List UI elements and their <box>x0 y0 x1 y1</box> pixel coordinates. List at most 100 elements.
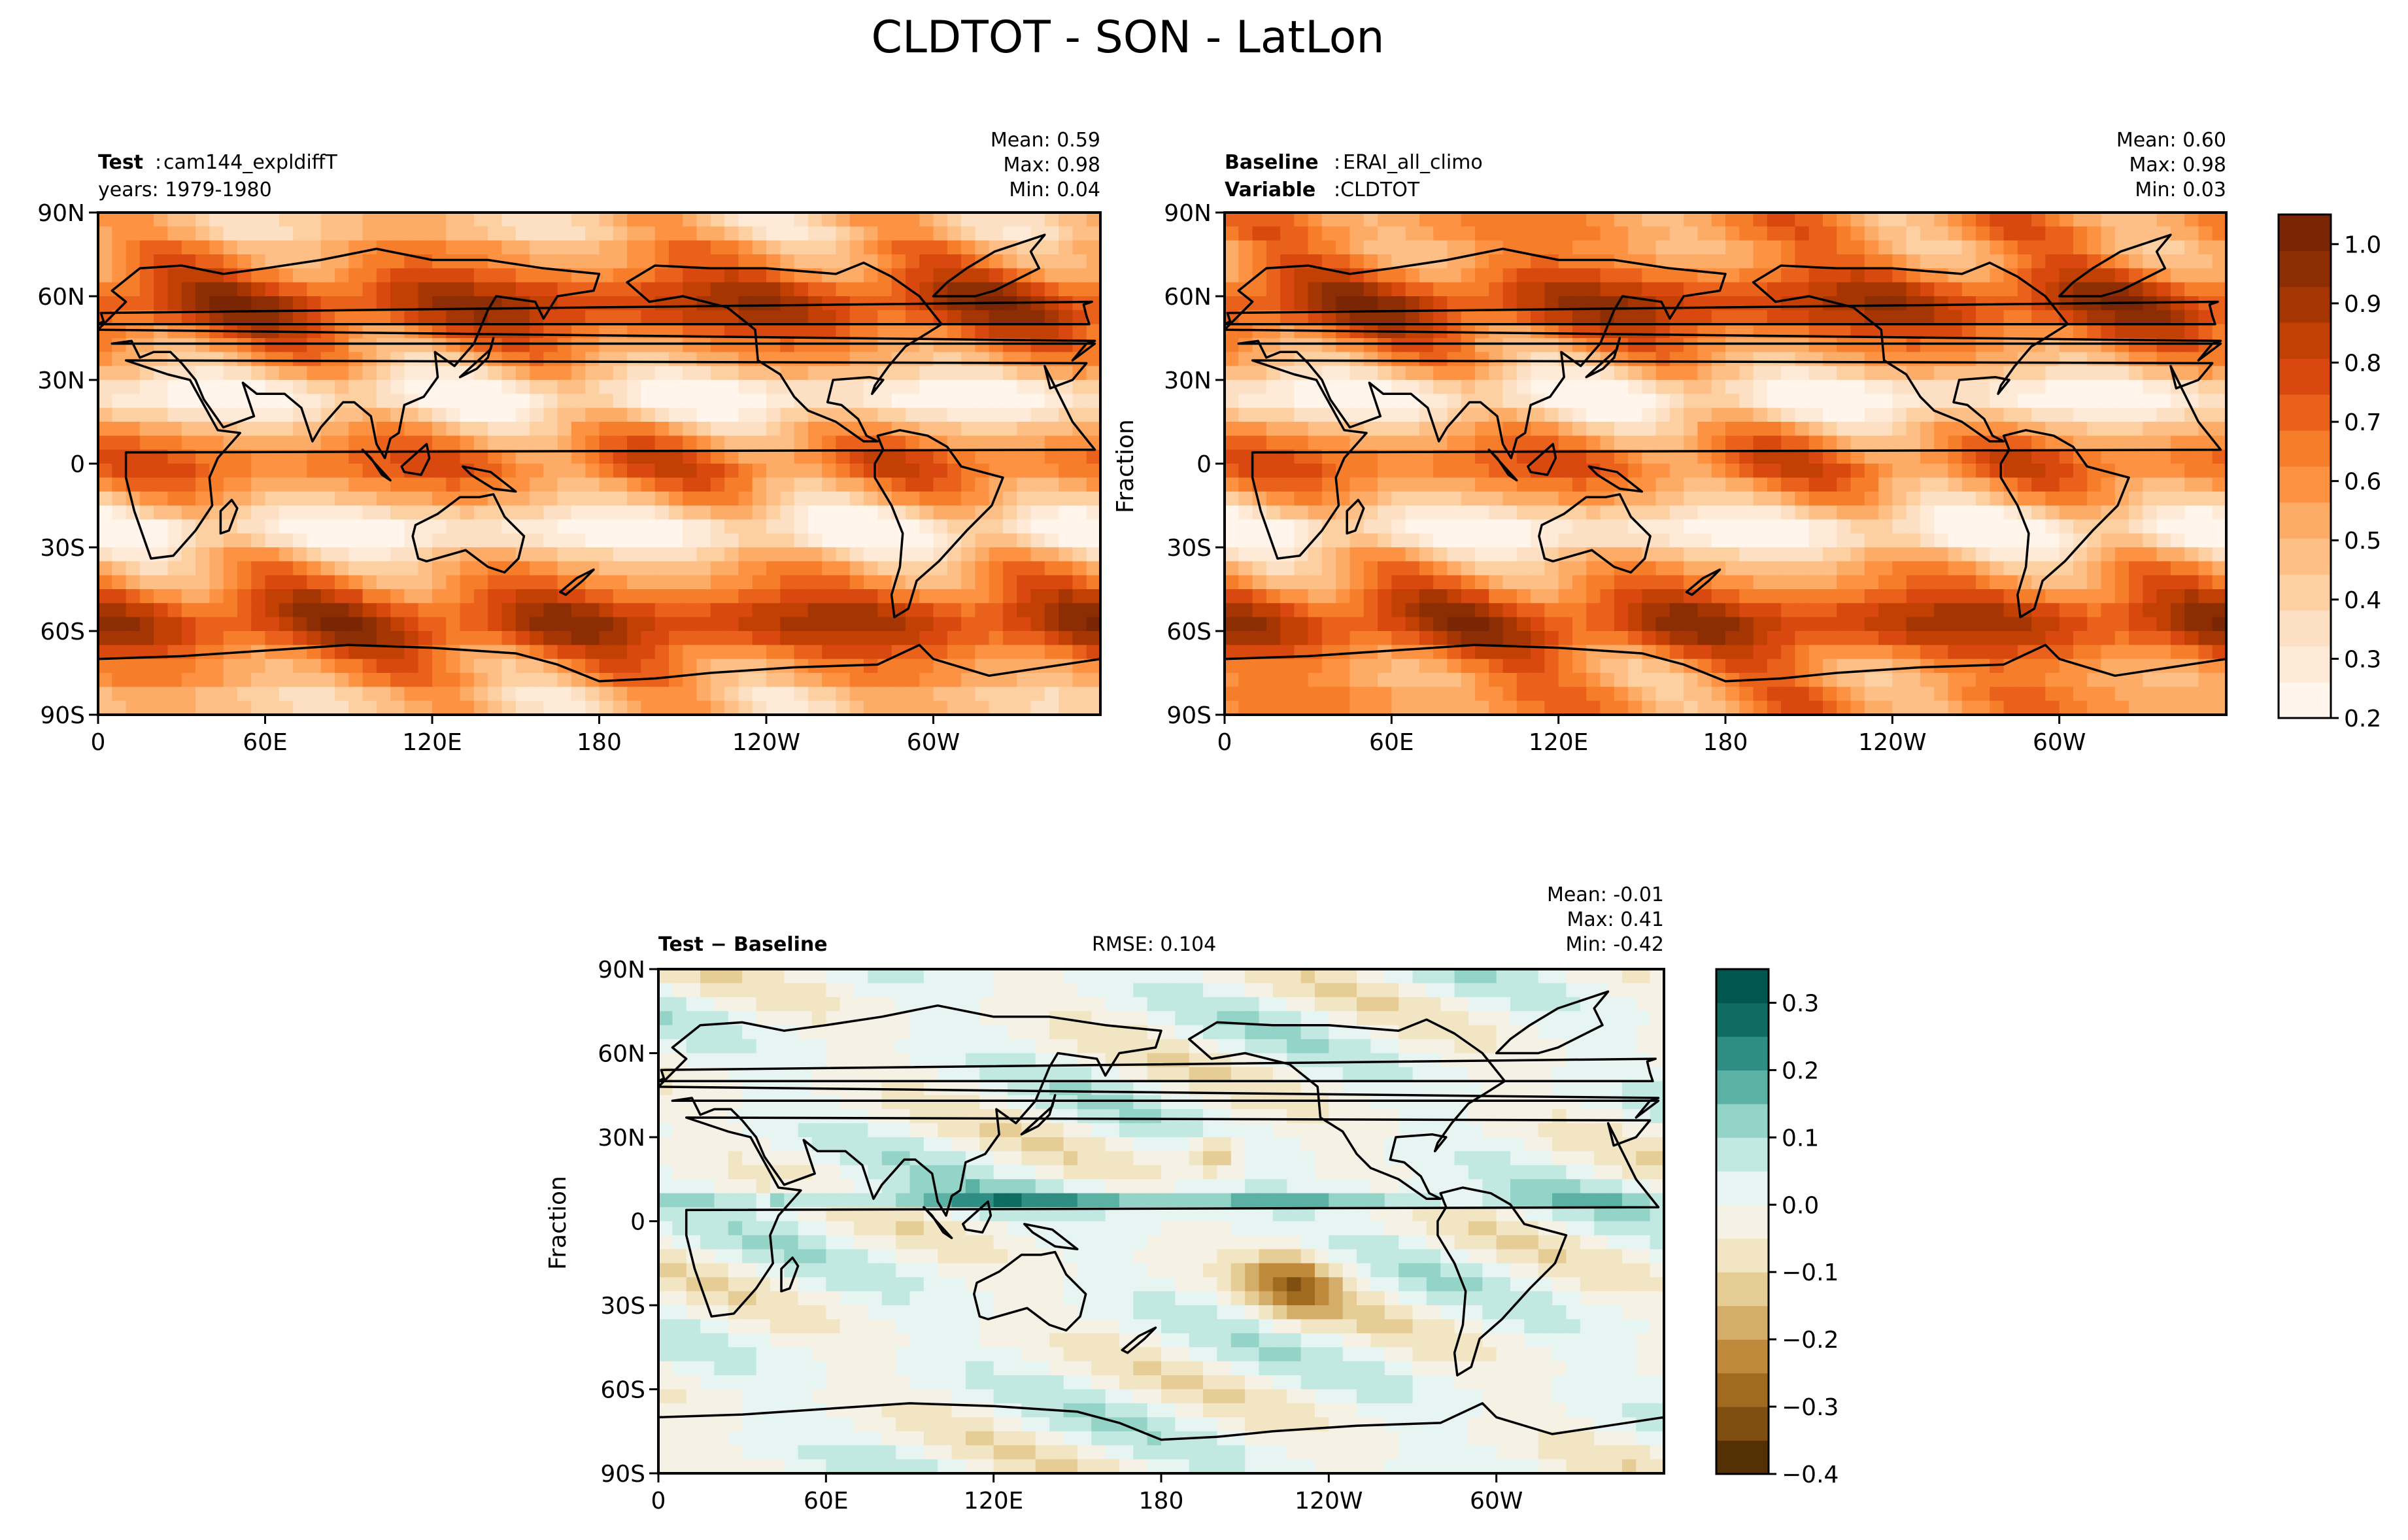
field-cell <box>1864 324 1879 339</box>
field-cell <box>668 338 684 353</box>
field-cell <box>195 477 211 492</box>
field-cell <box>1475 282 1490 297</box>
field-cell <box>1544 617 1559 632</box>
field-cell <box>849 533 864 548</box>
field-cell <box>585 338 600 353</box>
field-cell <box>1976 547 1991 562</box>
field-cell <box>1017 464 1032 479</box>
field-cell <box>961 645 976 660</box>
field-cell <box>1280 352 1295 367</box>
field-cell <box>1781 533 1796 548</box>
field-cell <box>501 505 517 521</box>
field-cell <box>432 449 447 464</box>
field-cell <box>599 464 614 479</box>
field-cell <box>1294 394 1309 409</box>
field-cell <box>961 338 976 353</box>
field-cell <box>1906 449 1921 464</box>
field-cell <box>2045 310 2060 325</box>
field-cell <box>1655 449 1670 464</box>
field-cell <box>2101 324 2116 339</box>
field-cell <box>1266 226 1281 241</box>
field-cell <box>1795 547 1810 562</box>
field-cell <box>2170 352 2185 367</box>
field-cell <box>864 240 879 255</box>
field-cell <box>1321 268 1337 283</box>
field-cell <box>975 464 990 479</box>
field-cell <box>1572 603 1587 618</box>
field-cell <box>223 673 238 688</box>
field-cell <box>822 645 837 660</box>
field-cell <box>2170 324 2185 339</box>
field-cell <box>167 296 182 311</box>
field-cell <box>1086 366 1100 381</box>
field-cell <box>1336 589 1351 604</box>
field-cell <box>530 338 545 353</box>
field-cell <box>641 254 656 269</box>
field-cell <box>1892 338 1907 353</box>
field-cell <box>279 505 294 521</box>
field-cell <box>1808 324 1823 339</box>
field-cell <box>334 254 350 269</box>
field-cell <box>1044 519 1059 534</box>
field-cell <box>1349 631 1365 646</box>
field-cell <box>488 547 503 562</box>
field-cell <box>293 617 308 632</box>
field-cell <box>265 589 280 604</box>
field-cell <box>334 282 350 297</box>
field-cell <box>752 477 767 492</box>
field-cell <box>710 505 725 521</box>
field-cell <box>390 436 405 451</box>
field-cell <box>766 603 781 618</box>
field-cell <box>1655 491 1670 506</box>
field-cell <box>418 310 433 325</box>
field-cell <box>1655 407 1670 422</box>
field-cell <box>1906 310 1921 325</box>
field-cell <box>613 310 628 325</box>
field-cell <box>599 394 614 409</box>
field-cell <box>139 407 154 422</box>
field-cell <box>1990 477 2005 492</box>
field-cell <box>2003 324 2018 339</box>
field-cell <box>683 324 698 339</box>
field-cell <box>1321 533 1337 548</box>
field-cell <box>1349 477 1365 492</box>
field-cell <box>1405 575 1420 590</box>
field-cell <box>1405 422 1420 437</box>
field-cell <box>2114 631 2129 646</box>
field-cell <box>627 296 642 311</box>
field-cell <box>1586 338 1601 353</box>
field-cell <box>2198 436 2213 451</box>
field-cell <box>1349 617 1365 632</box>
field-cell <box>668 561 684 576</box>
field-cell <box>1864 617 1879 632</box>
field-cell <box>362 352 377 367</box>
field-cell <box>279 519 294 534</box>
field-cell <box>1489 575 1504 590</box>
field-cell <box>627 366 642 381</box>
field-cell <box>1892 491 1907 506</box>
colorbar-tick-label: 0.8 <box>2344 350 2381 377</box>
field-cell <box>265 659 280 674</box>
field-cell <box>181 296 196 311</box>
field-cell <box>1280 213 1295 228</box>
field-cell <box>320 282 335 297</box>
field-cell <box>654 366 670 381</box>
field-cell <box>1725 631 1740 646</box>
field-cell <box>1822 380 1838 395</box>
field-cell <box>807 310 822 325</box>
field-cell <box>404 477 419 492</box>
field-cell <box>599 645 614 660</box>
field-cell <box>530 436 545 451</box>
field-cell <box>766 366 781 381</box>
field-cell <box>2087 491 2102 506</box>
field-cell <box>599 296 614 311</box>
field-cell <box>279 226 294 241</box>
field-cell <box>780 422 795 437</box>
field-cell <box>1767 296 1782 311</box>
field-cell <box>668 254 684 269</box>
field-cell <box>446 240 461 255</box>
field-cell <box>1419 464 1434 479</box>
field-cell <box>362 268 377 283</box>
field-cell <box>112 589 127 604</box>
field-cell <box>641 631 656 646</box>
